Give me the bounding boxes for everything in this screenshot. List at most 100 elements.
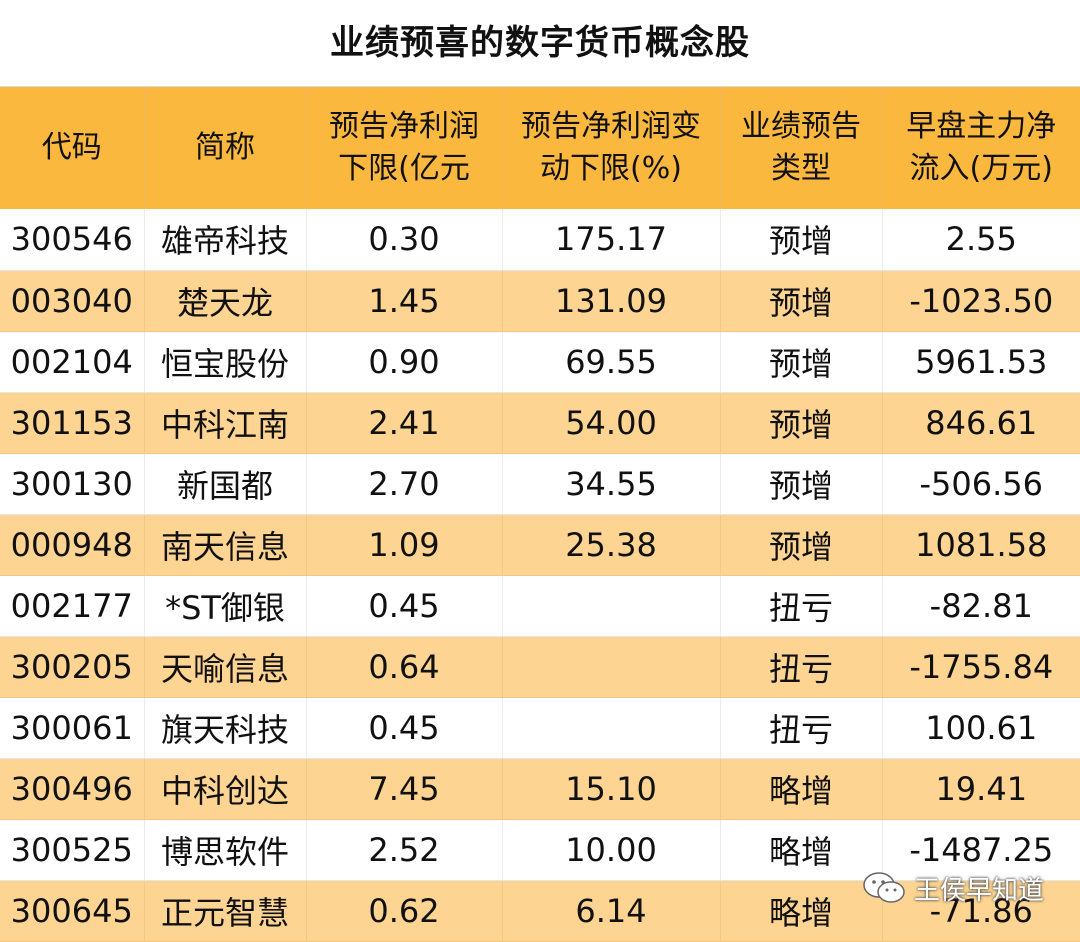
header-type-line1: 业绩预告 <box>721 106 882 148</box>
cell-profit: 0.45 <box>306 575 502 636</box>
header-type: 业绩预告类型 <box>720 87 882 209</box>
cell-change: 25.38 <box>502 514 720 575</box>
cell-profit: 7.45 <box>306 758 502 819</box>
cell-name: 旗天科技 <box>144 697 306 758</box>
cell-name: 恒宝股份 <box>144 331 306 392</box>
cell-type: 预增 <box>720 514 882 575</box>
table-row: 003040 楚天龙 1.45 131.09 预增 -1023.50 <box>0 270 1080 331</box>
cell-code: 300130 <box>0 453 144 514</box>
cell-name: 中科江南 <box>144 392 306 453</box>
cell-inflow: 5961.53 <box>882 331 1080 392</box>
cell-profit: 1.09 <box>306 514 502 575</box>
cell-type: 扭亏 <box>720 697 882 758</box>
stock-table: 代码 简称 预告净利润下限(亿元 预告净利润变动下限(%) 业绩预告类型 早盘主… <box>0 87 1080 942</box>
table-row: 002177 *ST御银 0.45 扭亏 -82.81 <box>0 575 1080 636</box>
table-row: 300061 旗天科技 0.45 扭亏 100.61 <box>0 697 1080 758</box>
cell-change: 10.00 <box>502 819 720 880</box>
cell-code: 002104 <box>0 331 144 392</box>
cell-code: 300645 <box>0 880 144 941</box>
header-inflow: 早盘主力净流入(万元) <box>882 87 1080 209</box>
header-code-line1: 代码 <box>0 127 144 169</box>
table-row: 002104 恒宝股份 0.90 69.55 预增 5961.53 <box>0 331 1080 392</box>
cell-change: 15.10 <box>502 758 720 819</box>
cell-name: 正元智慧 <box>144 880 306 941</box>
page-title: 业绩预喜的数字货币概念股 <box>0 0 1080 87</box>
cell-profit: 0.90 <box>306 331 502 392</box>
header-profit-line1: 预告净利润 <box>307 106 502 148</box>
cell-name: 中科创达 <box>144 758 306 819</box>
cell-code: 300496 <box>0 758 144 819</box>
header-change: 预告净利润变动下限(%) <box>502 87 720 209</box>
header-profit: 预告净利润下限(亿元 <box>306 87 502 209</box>
cell-profit: 0.30 <box>306 209 502 270</box>
cell-change <box>502 575 720 636</box>
cell-name: 雄帝科技 <box>144 209 306 270</box>
cell-name: *ST御银 <box>144 575 306 636</box>
wechat-icon <box>862 871 906 905</box>
cell-change: 175.17 <box>502 209 720 270</box>
watermark-text: 王侯早知道 <box>914 870 1044 907</box>
cell-inflow: -1023.50 <box>882 270 1080 331</box>
cell-profit: 0.62 <box>306 880 502 941</box>
cell-inflow: 100.61 <box>882 697 1080 758</box>
cell-name: 博思软件 <box>144 819 306 880</box>
cell-name: 南天信息 <box>144 514 306 575</box>
table-row: 000948 南天信息 1.09 25.38 预增 1081.58 <box>0 514 1080 575</box>
cell-profit: 2.70 <box>306 453 502 514</box>
cell-inflow: -1755.84 <box>882 636 1080 697</box>
cell-change <box>502 697 720 758</box>
cell-name: 楚天龙 <box>144 270 306 331</box>
cell-type: 预增 <box>720 392 882 453</box>
cell-inflow: 2.55 <box>882 209 1080 270</box>
cell-type: 略增 <box>720 880 882 941</box>
cell-type: 略增 <box>720 819 882 880</box>
cell-type: 略增 <box>720 758 882 819</box>
table-row: 300496 中科创达 7.45 15.10 略增 19.41 <box>0 758 1080 819</box>
header-profit-line2: 下限(亿元 <box>307 148 502 190</box>
cell-profit: 2.41 <box>306 392 502 453</box>
cell-code: 003040 <box>0 270 144 331</box>
header-change-line1: 预告净利润变 <box>503 106 720 148</box>
cell-code: 300205 <box>0 636 144 697</box>
table-row: 301153 中科江南 2.41 54.00 预增 846.61 <box>0 392 1080 453</box>
cell-code: 002177 <box>0 575 144 636</box>
cell-inflow: 19.41 <box>882 758 1080 819</box>
header-inflow-line2: 流入(万元) <box>883 148 1080 190</box>
header-code: 代码 <box>0 87 144 209</box>
table-header-row: 代码 简称 预告净利润下限(亿元 预告净利润变动下限(%) 业绩预告类型 早盘主… <box>0 87 1080 209</box>
header-change-line2: 动下限(%) <box>503 148 720 190</box>
cell-profit: 1.45 <box>306 270 502 331</box>
cell-type: 预增 <box>720 209 882 270</box>
cell-profit: 0.45 <box>306 697 502 758</box>
cell-change: 34.55 <box>502 453 720 514</box>
cell-profit: 2.52 <box>306 819 502 880</box>
table-row: 300130 新国都 2.70 34.55 预增 -506.56 <box>0 453 1080 514</box>
watermark: 王侯早知道 <box>862 868 1044 908</box>
cell-code: 301153 <box>0 392 144 453</box>
header-name: 简称 <box>144 87 306 209</box>
cell-code: 300525 <box>0 819 144 880</box>
cell-name: 天喻信息 <box>144 636 306 697</box>
cell-type: 扭亏 <box>720 575 882 636</box>
cell-type: 预增 <box>720 331 882 392</box>
cell-change: 69.55 <box>502 331 720 392</box>
cell-type: 预增 <box>720 453 882 514</box>
cell-change: 131.09 <box>502 270 720 331</box>
cell-inflow: 846.61 <box>882 392 1080 453</box>
header-type-line2: 类型 <box>721 148 882 190</box>
table-row: 300546 雄帝科技 0.30 175.17 预增 2.55 <box>0 209 1080 270</box>
header-name-line1: 简称 <box>145 127 306 169</box>
cell-inflow: -82.81 <box>882 575 1080 636</box>
cell-change: 54.00 <box>502 392 720 453</box>
cell-code: 000948 <box>0 514 144 575</box>
cell-name: 新国都 <box>144 453 306 514</box>
cell-code: 300546 <box>0 209 144 270</box>
cell-type: 预增 <box>720 270 882 331</box>
cell-code: 300061 <box>0 697 144 758</box>
table-row: 300205 天喻信息 0.64 扭亏 -1755.84 <box>0 636 1080 697</box>
cell-change <box>502 636 720 697</box>
header-inflow-line1: 早盘主力净 <box>883 106 1080 148</box>
cell-type: 扭亏 <box>720 636 882 697</box>
cell-inflow: 1081.58 <box>882 514 1080 575</box>
